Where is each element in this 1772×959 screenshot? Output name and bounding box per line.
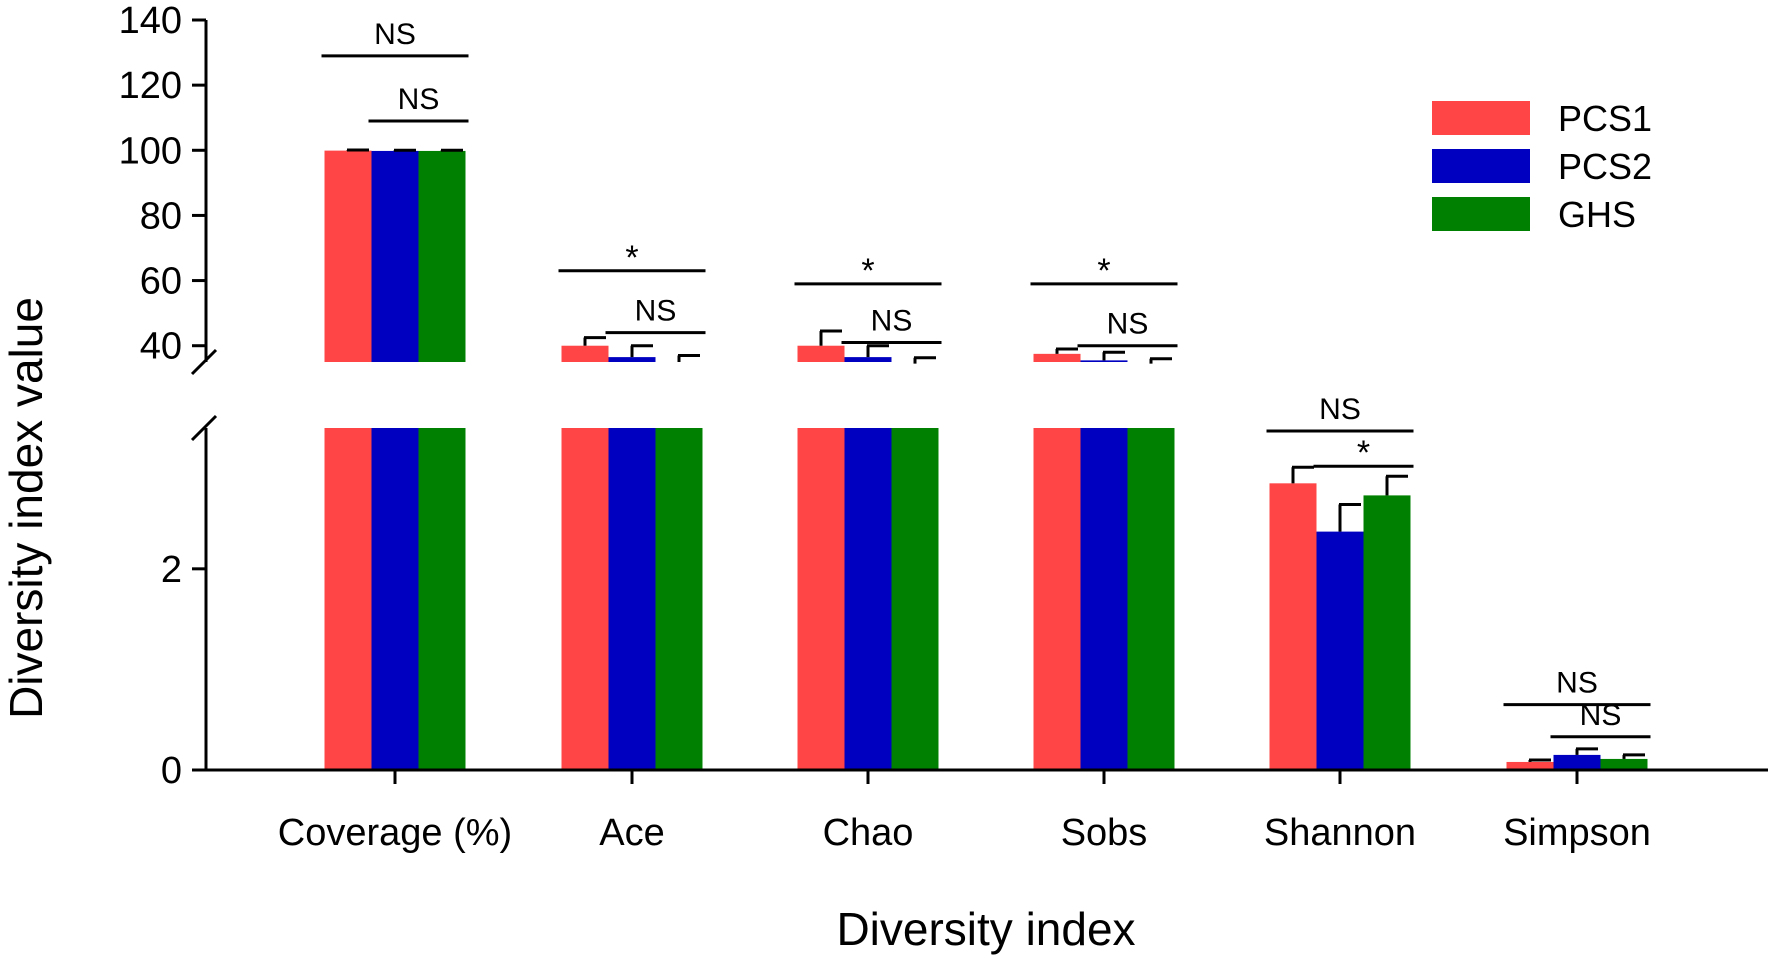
significance-label-3: NS — [635, 295, 677, 328]
significance-label-1: NS — [398, 83, 440, 116]
significance-label-4: * — [861, 252, 874, 290]
bar-pcs2-1 — [608, 357, 656, 362]
y-tick-label-80: 80 — [140, 195, 182, 237]
bar-pcs1-3-lower — [1033, 428, 1081, 770]
bar-pcs2-4 — [1316, 531, 1364, 770]
y-tick-label-2: 2 — [161, 549, 182, 591]
axes-layer: 40 60 80 100 120 140 0 2 Coverage (%) Ace Chao Sobs… — [119, 0, 1768, 854]
bar-ghs-0 — [418, 150, 466, 362]
significance-label-11: NS — [1580, 699, 1622, 732]
y-axis-title: Diversity index value — [0, 297, 52, 719]
bar-pcs1-0-lower — [324, 428, 372, 770]
legend: PCS1 PCS2 GHS — [1432, 98, 1652, 235]
bar-ghs-4 — [1363, 495, 1411, 770]
bar-pcs1-1-lower — [561, 428, 609, 770]
bar-pcs1-2-lower — [797, 428, 845, 770]
bar-pcs1-5 — [1506, 761, 1554, 770]
bar-ghs-1-lower — [655, 428, 703, 770]
bar-pcs1-4 — [1269, 483, 1317, 770]
y-tick-label-120: 120 — [119, 65, 182, 107]
bar-pcs2-5 — [1553, 754, 1601, 770]
bar-pcs1-0 — [324, 150, 372, 362]
significance-label-0: NS — [374, 18, 416, 51]
x-tick-label-5: Simpson — [1503, 812, 1651, 854]
bar-pcs2-3-lower — [1080, 428, 1128, 770]
legend-swatch-pcs2 — [1432, 149, 1530, 183]
legend-label-pcs1: PCS1 — [1558, 98, 1652, 139]
significance-label-10: NS — [1556, 667, 1598, 700]
significance-label-5: NS — [871, 304, 913, 337]
bar-pcs2-3 — [1080, 360, 1128, 362]
y-tick-label-60: 60 — [140, 261, 182, 303]
y-tick-label-40: 40 — [140, 326, 182, 368]
significance-label-6: * — [1097, 252, 1110, 290]
x-tick-label-1: Ace — [599, 812, 664, 854]
bar-ghs-2-lower — [891, 428, 939, 770]
significance-label-9: * — [1357, 434, 1370, 472]
bars-layer — [324, 150, 1648, 770]
significance-label-7: NS — [1107, 308, 1149, 341]
y-tick-label-140: 140 — [119, 0, 182, 42]
bar-pcs2-1-lower — [608, 428, 656, 770]
x-tick-label-4: Shannon — [1264, 812, 1416, 854]
bar-pcs1-2 — [797, 345, 845, 362]
bar-pcs1-3 — [1033, 353, 1081, 362]
bar-pcs2-0-lower — [371, 428, 419, 770]
y-tick-label-100: 100 — [119, 130, 182, 172]
significance-label-2: * — [625, 239, 638, 277]
bar-pcs2-0 — [371, 150, 419, 362]
bar-pcs2-2 — [844, 357, 892, 362]
y-tick-label-0: 0 — [161, 750, 182, 792]
x-axis-title: Diversity index — [836, 903, 1135, 955]
x-tick-label-2: Chao — [823, 812, 914, 854]
bar-pcs2-2-lower — [844, 428, 892, 770]
legend-label-pcs2: PCS2 — [1558, 146, 1652, 187]
legend-swatch-ghs — [1432, 197, 1530, 231]
bar-ghs-5 — [1600, 758, 1648, 770]
x-tick-label-3: Sobs — [1061, 812, 1148, 854]
bar-ghs-3-lower — [1127, 428, 1175, 770]
bar-pcs1-1 — [561, 345, 609, 362]
error-bars-layer — [346, 148, 1645, 762]
axis-break-mark-lower — [190, 414, 218, 442]
axis-break-mark-upper — [190, 348, 218, 376]
legend-label-ghs: GHS — [1558, 194, 1636, 235]
legend-swatch-pcs1 — [1432, 101, 1530, 135]
significance-label-8: NS — [1319, 393, 1361, 426]
x-tick-label-0: Coverage (%) — [278, 812, 512, 854]
bar-ghs-0-lower — [418, 428, 466, 770]
